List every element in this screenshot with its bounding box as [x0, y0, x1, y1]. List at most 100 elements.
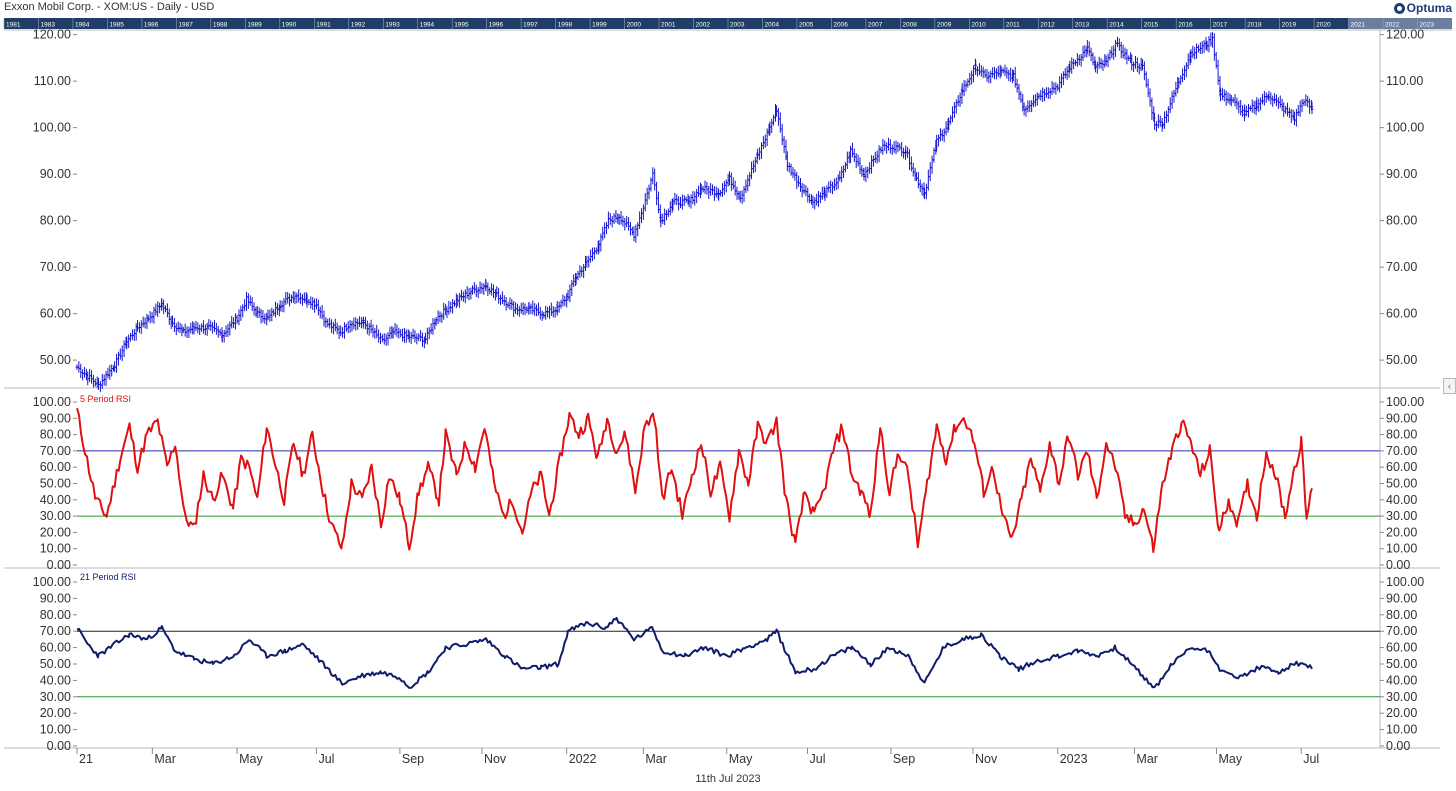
- price-bar: [724, 179, 728, 193]
- price-bar: [1089, 47, 1093, 62]
- x-tick-Nov: Nov: [972, 748, 998, 766]
- overview-year-label: 1986: [144, 22, 159, 29]
- price-bar: [746, 174, 750, 192]
- price-bar: [926, 169, 930, 191]
- price-bar: [896, 141, 900, 153]
- price-bar: [808, 193, 812, 204]
- overview-year-2011: 2011: [1003, 18, 1020, 29]
- price-bar: [335, 322, 339, 335]
- price-bar: [363, 316, 367, 330]
- price-bar: [178, 322, 182, 334]
- price-bar: [322, 310, 326, 327]
- price-bar: [393, 323, 397, 336]
- y-tick-120.00: 120.00 120.00: [33, 28, 1425, 42]
- price-bar: [665, 209, 669, 221]
- price-bar: [471, 285, 475, 295]
- price-bar: [1220, 87, 1224, 101]
- price-bar: [722, 180, 726, 195]
- price-bar: [753, 157, 757, 173]
- price-bar: [246, 293, 250, 309]
- price-bar: [129, 332, 133, 342]
- price-bar: [668, 201, 672, 216]
- price-bar: [459, 289, 463, 301]
- price-bar: [1106, 53, 1110, 68]
- price-bar: [1308, 98, 1312, 114]
- price-bar: [172, 318, 176, 332]
- price-bar: [536, 302, 540, 316]
- x-tick-Nov: Nov: [481, 748, 507, 766]
- price-bar: [382, 333, 386, 345]
- price-bar: [375, 324, 379, 339]
- price-bar: [1112, 45, 1116, 60]
- price-bar: [116, 351, 120, 366]
- price-bar: [789, 163, 793, 176]
- price-bar: [162, 299, 166, 315]
- y-tick-label-left: 80.00: [40, 608, 71, 622]
- price-bar: [1115, 36, 1119, 48]
- price-bar: [877, 145, 881, 163]
- price-bar: [1148, 88, 1152, 107]
- price-bar: [1117, 38, 1121, 51]
- overview-year-label: 2019: [1282, 22, 1297, 29]
- price-bar: [937, 134, 941, 147]
- price-bar: [972, 65, 976, 83]
- price-bar: [517, 306, 521, 317]
- price-bar: [1081, 45, 1085, 61]
- price-bar: [703, 180, 707, 194]
- price-bar: [599, 233, 603, 252]
- overview-year-2019: 2019: [1279, 18, 1297, 29]
- y-tick-60.00: 60.00 60.00: [40, 307, 1418, 321]
- price-bar: [90, 370, 94, 384]
- price-bar: [705, 181, 709, 195]
- overview-year-2000: 2000: [624, 18, 641, 29]
- price-bar: [900, 141, 904, 157]
- overview-year-label: 1989: [247, 22, 262, 29]
- price-bar: [226, 323, 230, 338]
- price-bar: [831, 181, 835, 195]
- price-bar: [993, 66, 997, 80]
- overview-year-label: 1999: [592, 22, 607, 29]
- price-bar: [200, 323, 204, 332]
- price-bar: [1207, 35, 1211, 53]
- price-bar: [79, 363, 83, 379]
- price-bar: [787, 162, 791, 173]
- price-bar: [1058, 76, 1062, 93]
- price-bar: [165, 303, 169, 318]
- y-tick-label-right: 30.00: [1386, 509, 1417, 523]
- overview-year-2015: 2015: [1141, 18, 1159, 29]
- price-bar: [339, 325, 343, 337]
- price-bar: [755, 151, 759, 165]
- price-bar: [1056, 83, 1060, 91]
- price-bar: [514, 302, 518, 314]
- price-bar: [1164, 110, 1168, 124]
- rsi5-panel-title: 5 Period RSI: [80, 394, 131, 404]
- price-bar: [797, 175, 801, 187]
- price-bar: [647, 184, 651, 200]
- price-bar: [791, 166, 795, 179]
- price-bar: [1075, 53, 1079, 67]
- y-tick-80.00: 80.00 80.00: [40, 608, 1418, 622]
- price-bar: [252, 302, 256, 316]
- price-bar: [1300, 99, 1304, 113]
- price-bar: [156, 301, 160, 318]
- price-bar: [1278, 95, 1282, 108]
- price-bar: [442, 302, 446, 320]
- price-bar: [482, 283, 486, 296]
- y-tick-label-left: 70.00: [40, 624, 71, 638]
- price-bar: [1119, 41, 1123, 59]
- x-tick-Sep: Sep: [399, 748, 424, 766]
- price-bar: [942, 128, 946, 143]
- price-bar: [499, 294, 503, 306]
- collapse-panel-arrow[interactable]: ‹: [1443, 378, 1456, 394]
- price-bar: [1150, 97, 1154, 120]
- y-tick-label-left: 120.00: [33, 28, 71, 42]
- rsi21-panel-title: 21 Period RSI: [80, 572, 136, 582]
- price-bar: [1271, 95, 1275, 107]
- overview-year-label: 2020: [1316, 22, 1331, 29]
- y-tick-label-right: 0.00: [1386, 558, 1410, 572]
- y-tick-70.00: 70.00 70.00: [40, 260, 1418, 274]
- price-bar: [83, 366, 87, 378]
- overview-year-2021: 2021: [1348, 18, 1384, 29]
- price-bar: [384, 333, 388, 346]
